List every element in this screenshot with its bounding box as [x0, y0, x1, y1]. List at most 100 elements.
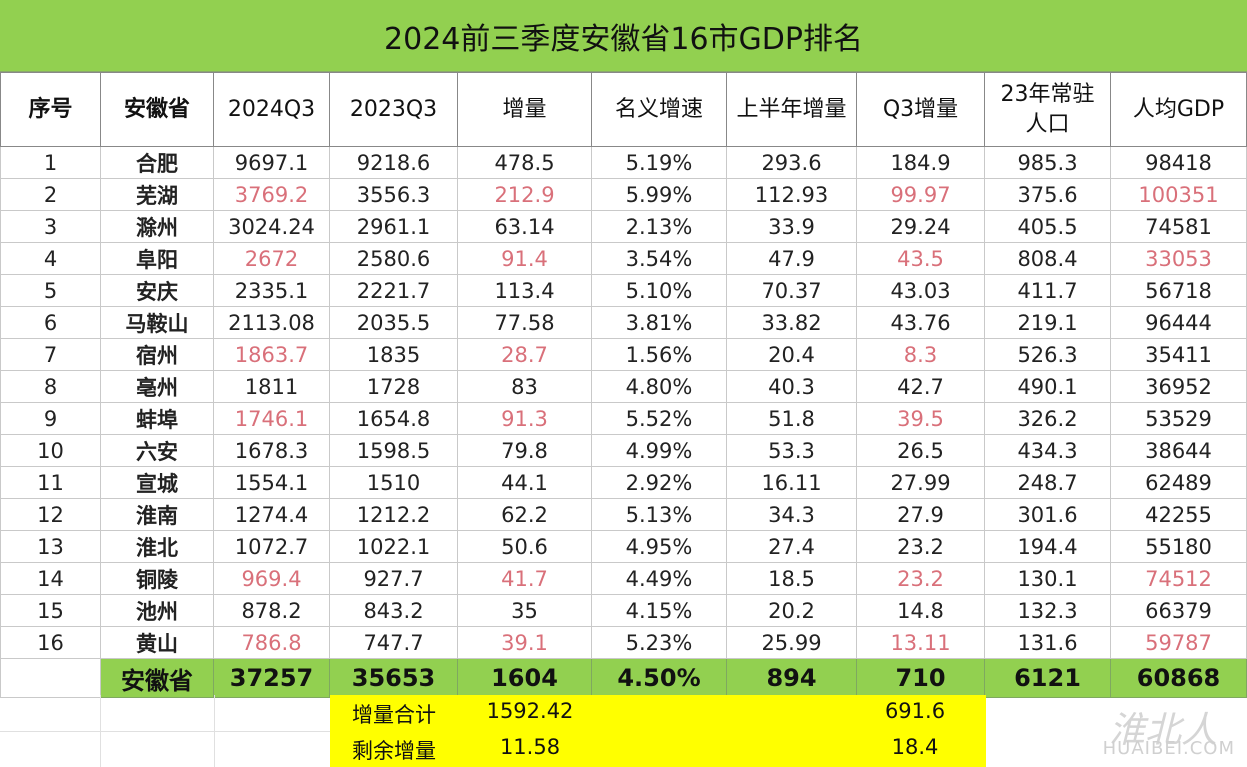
summary-row: 增量合计 1592.42 691.6 — [330, 695, 986, 731]
table-cell: 7 — [0, 338, 101, 371]
divider — [0, 731, 330, 732]
table-cell: 5.23% — [591, 626, 727, 659]
city-cell: 安庆 — [100, 274, 214, 307]
city-cell: 池州 — [100, 594, 214, 627]
total-cell: 894 — [726, 658, 857, 698]
table-cell: 15 — [0, 594, 101, 627]
table-cell: 79.8 — [457, 434, 592, 467]
table-title: 2024前三季度安徽省16市GDP排名 — [0, 0, 1247, 72]
table-cell: 1022.1 — [329, 530, 458, 563]
header-cell: 增量 — [457, 72, 592, 147]
table-cell: 51.8 — [726, 402, 857, 435]
table-cell: 26.5 — [856, 434, 985, 467]
total-cell: 35653 — [329, 658, 458, 698]
table-cell: 53529 — [1110, 402, 1247, 435]
table-cell: 14 — [0, 562, 101, 595]
table-cell: 1274.4 — [213, 498, 330, 531]
table-cell: 42255 — [1110, 498, 1247, 531]
table-cell: 8.3 — [856, 338, 985, 371]
total-cell: 37257 — [213, 658, 330, 698]
table-cell: 70.37 — [726, 274, 857, 307]
city-cell: 六安 — [100, 434, 214, 467]
table-cell: 2221.7 — [329, 274, 458, 307]
table-cell: 98418 — [1110, 146, 1247, 179]
table-cell: 301.6 — [984, 498, 1111, 531]
table-cell: 2580.6 — [329, 242, 458, 275]
table-cell: 5.99% — [591, 178, 727, 211]
watermark-logo: 淮北人 HUAIBEI.COM — [995, 701, 1235, 759]
table-cell: 4 — [0, 242, 101, 275]
table-cell: 23.2 — [856, 530, 985, 563]
city-cell: 滁州 — [100, 210, 214, 243]
table-cell: 1678.3 — [213, 434, 330, 467]
summary-value: 11.58 — [499, 735, 561, 759]
table-cell: 1598.5 — [329, 434, 458, 467]
table-cell: 411.7 — [984, 274, 1111, 307]
table-cell: 43.5 — [856, 242, 985, 275]
table-cell: 39.5 — [856, 402, 985, 435]
table-row: 4 阜阳 2672 2580.6 91.4 3.54% 47.9 43.5 808.4 33053 — [0, 242, 1247, 275]
table-row: 3 滁州 3024.24 2961.1 63.14 2.13% 33.9 29.24 405.5… — [0, 210, 1247, 243]
city-cell: 淮北 — [100, 530, 214, 563]
summary-value: 18.4 — [891, 735, 939, 759]
table-cell: 405.5 — [984, 210, 1111, 243]
table-cell: 74512 — [1110, 562, 1247, 595]
table-cell: 63.14 — [457, 210, 592, 243]
table-cell: 747.7 — [329, 626, 458, 659]
table-cell: 4.15% — [591, 594, 727, 627]
header-cell: 上半年增量 — [726, 72, 857, 147]
watermark-text: 淮北人 — [1108, 710, 1217, 751]
table-cell: 23.2 — [856, 562, 985, 595]
table-cell: 985.3 — [984, 146, 1111, 179]
table-cell: 27.9 — [856, 498, 985, 531]
table-cell: 99.97 — [856, 178, 985, 211]
table-cell: 1835 — [329, 338, 458, 371]
city-cell: 马鞍山 — [100, 306, 214, 339]
city-cell: 淮南 — [100, 498, 214, 531]
header-cell: 名义增速 — [591, 72, 727, 147]
table-cell: 1510 — [329, 466, 458, 499]
table-cell: 248.7 — [984, 466, 1111, 499]
table-cell: 33.82 — [726, 306, 857, 339]
header-cell: 2023Q3 — [329, 72, 458, 147]
table-row: 10 六安 1678.3 1598.5 79.8 4.99% 53.3 26.5 434.3 38… — [0, 434, 1247, 467]
table-cell: 3769.2 — [213, 178, 330, 211]
table-cell: 1728 — [329, 370, 458, 403]
city-cell: 蚌埠 — [100, 402, 214, 435]
summary-value: 1592.42 — [486, 699, 574, 723]
city-cell: 铜陵 — [100, 562, 214, 595]
table-cell: 41.7 — [457, 562, 592, 595]
table-cell: 375.6 — [984, 178, 1111, 211]
table-cell: 1072.7 — [213, 530, 330, 563]
table-cell: 43.76 — [856, 306, 985, 339]
table-cell: 5.10% — [591, 274, 727, 307]
table-cell: 53.3 — [726, 434, 857, 467]
table-cell: 9697.1 — [213, 146, 330, 179]
table-cell: 2.92% — [591, 466, 727, 499]
table-cell: 927.7 — [329, 562, 458, 595]
table-row: 15 池州 878.2 843.2 35 4.15% 20.2 14.8 132.3 66379 — [0, 594, 1247, 627]
table-cell: 2035.5 — [329, 306, 458, 339]
table-cell: 13 — [0, 530, 101, 563]
table-cell: 96444 — [1110, 306, 1247, 339]
table-cell: 490.1 — [984, 370, 1111, 403]
table-cell: 5 — [0, 274, 101, 307]
table-cell: 40.3 — [726, 370, 857, 403]
table-cell: 56718 — [1110, 274, 1247, 307]
table-cell: 11 — [0, 466, 101, 499]
table-cell: 39.1 — [457, 626, 592, 659]
table-cell: 100351 — [1110, 178, 1247, 211]
table-cell: 91.4 — [457, 242, 592, 275]
table-cell: 843.2 — [329, 594, 458, 627]
table-cell: 113.4 — [457, 274, 592, 307]
table-row: 8 亳州 1811 1728 83 4.80% 40.3 42.7 490.1 36952 — [0, 370, 1247, 403]
city-cell: 阜阳 — [100, 242, 214, 275]
header-cell: Q3增量 — [856, 72, 985, 147]
table-cell: 1 — [0, 146, 101, 179]
table-cell: 91.3 — [457, 402, 592, 435]
table-row: 9 蚌埠 1746.1 1654.8 91.3 5.52% 51.8 39.5 326.2 535… — [0, 402, 1247, 435]
table-cell: 184.9 — [856, 146, 985, 179]
table-cell: 6 — [0, 306, 101, 339]
city-cell: 宣城 — [100, 466, 214, 499]
table-cell: 16 — [0, 626, 101, 659]
